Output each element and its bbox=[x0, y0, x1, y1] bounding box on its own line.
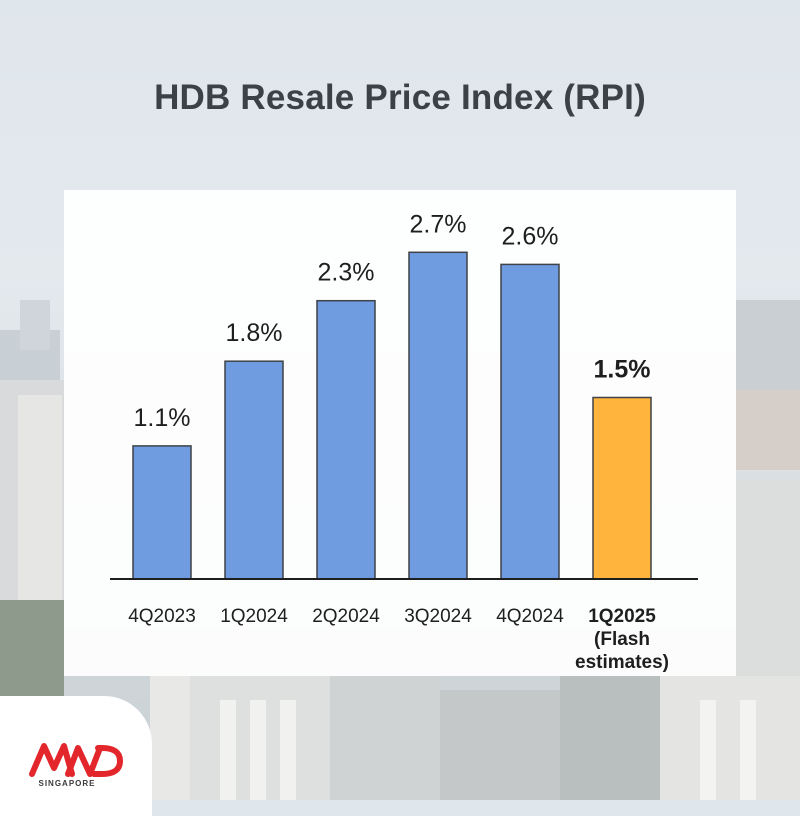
bars-group bbox=[132, 251, 652, 580]
value-label-4Q2023: 1.1% bbox=[134, 404, 191, 432]
bar-chart: 1.1% 1.8% 2.3% 2.7% 2.6% 1.5% 4Q2023 1Q2024 2Q2… bbox=[110, 210, 698, 673]
bar-4Q2024 bbox=[500, 263, 560, 580]
tick-label-4Q2024: 4Q2024 bbox=[496, 606, 564, 627]
value-label-2Q2024: 2.3% bbox=[318, 259, 375, 287]
tick-label-2Q2024: 2Q2024 bbox=[312, 606, 380, 627]
value-label-3Q2024: 2.7% bbox=[410, 210, 467, 238]
value-labels-group: 1.1% 1.8% 2.3% 2.7% 2.6% 1.5% bbox=[134, 210, 651, 432]
tick-label-1Q2024: 1Q2024 bbox=[220, 606, 288, 627]
logo-subtitle: SINGAPORE bbox=[38, 779, 96, 788]
bar-2Q2024 bbox=[316, 299, 376, 580]
tick-labels-group: 4Q2023 1Q2024 2Q2024 3Q2024 4Q2024 1Q2025 (Fla… bbox=[128, 606, 669, 673]
bar-4Q2023 bbox=[132, 445, 192, 580]
bar-1Q2025 bbox=[592, 396, 652, 580]
bar-1Q2024 bbox=[224, 360, 284, 580]
mnd-logo-icon bbox=[29, 743, 123, 777]
tick-label-4Q2023: 4Q2023 bbox=[128, 606, 196, 627]
tick-label-3Q2024: 3Q2024 bbox=[404, 606, 472, 627]
value-label-4Q2024: 2.6% bbox=[502, 222, 559, 250]
chart-title: HDB Resale Price Index (RPI) bbox=[154, 78, 646, 117]
value-label-1Q2025: 1.5% bbox=[594, 356, 651, 384]
bar-3Q2024 bbox=[408, 251, 468, 580]
tick-label-1Q2025: 1Q2025 (Flash estimates) bbox=[575, 606, 669, 673]
value-label-1Q2024: 1.8% bbox=[226, 319, 283, 347]
